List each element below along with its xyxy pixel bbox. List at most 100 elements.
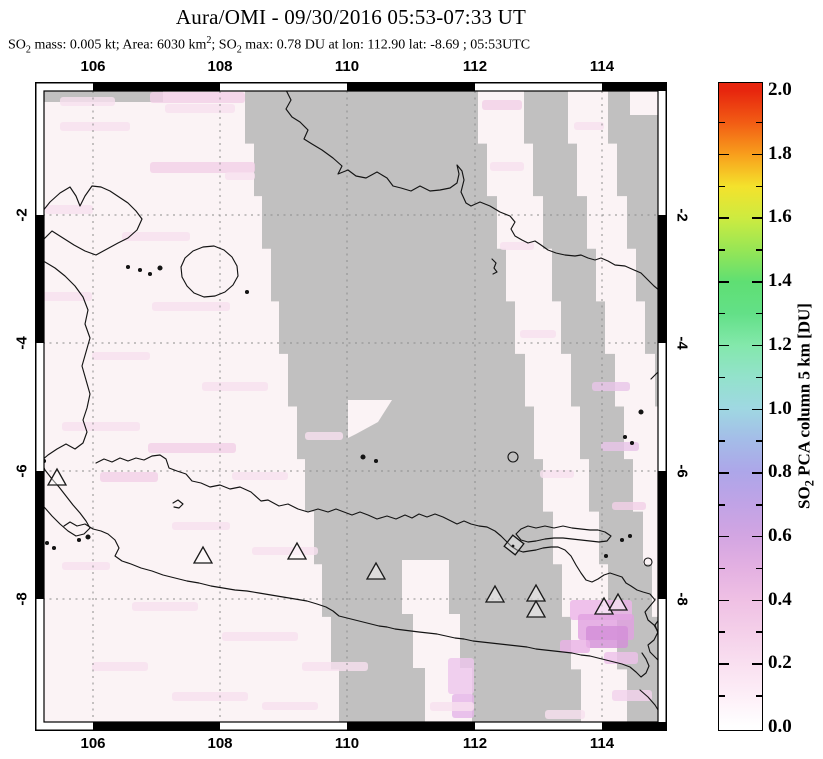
so2-streak <box>500 242 534 250</box>
colorbar-tick-label: 1.2 <box>768 333 792 355</box>
colorbar-tick-label: 0.4 <box>768 588 792 610</box>
colorbar-tick <box>719 344 729 347</box>
y-tick-label-right: -6 <box>673 464 691 478</box>
so2-streak <box>122 232 190 241</box>
colorbar <box>718 82 763 731</box>
so2-streak <box>490 162 524 171</box>
x-tick-label-top: 108 <box>207 58 233 75</box>
colorbar-tick-label: 2.0 <box>768 79 792 100</box>
island-dot <box>638 409 644 415</box>
colorbar-tick <box>752 663 762 665</box>
so2-streak <box>172 692 248 701</box>
x-tick-label-top: 114 <box>589 58 615 75</box>
colorbar-tick <box>719 631 725 633</box>
colorbar-tick <box>719 504 725 506</box>
coastline-madura-island <box>515 525 612 543</box>
so2-streak <box>592 382 630 391</box>
so2-streak <box>150 162 255 173</box>
colorbar-tick <box>719 535 729 538</box>
x-tick-label-top: 110 <box>334 58 360 75</box>
island-dot <box>627 533 633 539</box>
colorbar-tick <box>756 249 762 251</box>
island-dot <box>373 458 379 464</box>
colorbar-tick-label: 0.2 <box>768 652 792 674</box>
colorbar-tick-label: 0.8 <box>768 461 792 483</box>
island-dot <box>44 540 50 546</box>
colorbar-tick <box>719 312 725 315</box>
island-dot <box>137 267 143 273</box>
island-dot <box>619 537 625 543</box>
island-dot <box>125 264 131 270</box>
frame-zebra-segment <box>347 82 475 91</box>
plot-title: Aura/OMI - 09/30/2016 05:53-07:33 UT <box>175 5 527 29</box>
frame-zebra-segment <box>602 722 667 731</box>
colorbar-tick <box>752 408 762 410</box>
x-tick-label-top: 106 <box>80 58 106 75</box>
coastline-java-south-coast <box>63 521 650 678</box>
y-tick-label-left: -2 <box>13 208 31 222</box>
island-dot <box>622 434 628 440</box>
so2-streak <box>92 662 148 671</box>
x-tick-label-bottom: 108 <box>207 735 233 752</box>
so2-streak <box>262 702 318 710</box>
x-tick-label-top: 112 <box>462 58 488 75</box>
colorbar-tick <box>719 567 725 570</box>
so2-streak <box>430 702 474 711</box>
x-tick-label-bottom: 112 <box>462 735 488 752</box>
so2-streak <box>612 690 652 701</box>
so2-streak <box>92 352 150 360</box>
frame-zebra-segment <box>658 215 667 343</box>
volcano-marker <box>365 561 387 580</box>
colorbar-tick <box>719 440 725 442</box>
so2-streak <box>225 172 255 180</box>
island-dot <box>629 440 635 446</box>
colorbar-tick <box>756 121 762 124</box>
colorbar-tick <box>752 472 762 474</box>
so2-streak <box>305 432 343 440</box>
data-stripe <box>568 91 659 617</box>
so2-streak <box>43 292 92 301</box>
colorbar-tick <box>752 217 762 219</box>
colorbar-tick <box>719 121 725 124</box>
coastline-java-north-coast <box>95 454 659 662</box>
y-tick-label-left: -4 <box>13 336 31 350</box>
volcano-marker <box>192 545 214 564</box>
y-tick-label-left: -6 <box>13 464 31 478</box>
so2-streak <box>520 330 556 338</box>
coastline-right-edge-coast <box>650 371 659 380</box>
colorbar-title: SO2 PCA column 5 km [DU] <box>794 303 817 509</box>
so2-streak <box>150 92 245 103</box>
colorbar-tick <box>756 567 762 570</box>
y-tick-label-right: -2 <box>673 208 691 222</box>
colorbar-tick <box>756 504 762 506</box>
frame-zebra-segment <box>35 215 44 343</box>
colorbar-tick <box>719 185 725 188</box>
colorbar-tick <box>752 535 762 538</box>
frame-inner-line <box>43 90 659 723</box>
coastline-inland-feature <box>172 499 184 509</box>
so2-streak <box>60 122 130 131</box>
so2-streak <box>202 382 268 391</box>
so2-streak <box>586 626 628 648</box>
colorbar-tick <box>719 599 729 602</box>
data-stripe <box>630 91 658 115</box>
colorbar-tick <box>719 153 729 156</box>
y-tick-label-right: -4 <box>673 336 691 350</box>
so2-streak <box>45 205 93 214</box>
frame-zebra-segment <box>602 82 667 91</box>
so2-streak <box>545 710 585 719</box>
island-dot <box>147 271 153 277</box>
island-dot <box>157 265 163 271</box>
colorbar-tick <box>756 695 762 697</box>
volcano-marker <box>46 467 68 486</box>
volcano-marker <box>484 584 506 603</box>
coastline-kalimantan-south-coast <box>285 91 659 291</box>
frame-zebra-segment <box>93 82 220 91</box>
island-dot <box>76 537 82 543</box>
colorbar-tick-label: 1.0 <box>768 397 792 419</box>
x-tick-label-bottom: 114 <box>589 735 615 752</box>
coastline-bangka-island <box>43 185 143 256</box>
colorbar-tick-label: 1.4 <box>768 270 792 292</box>
city-marker-dot <box>511 544 515 548</box>
